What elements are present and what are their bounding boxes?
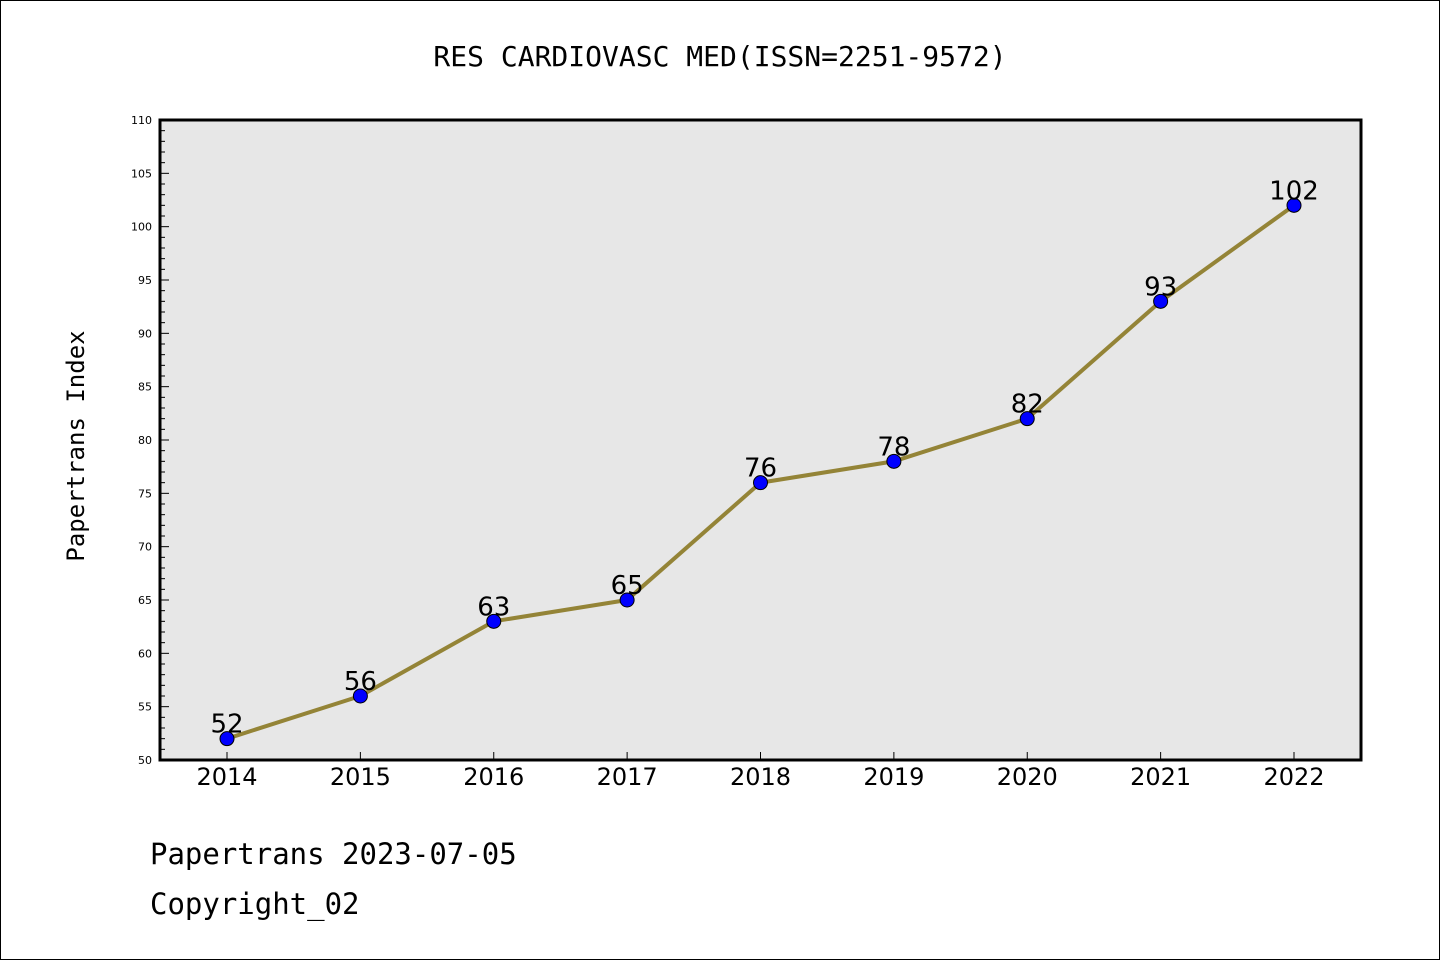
data-point: [753, 475, 768, 491]
data-label: 63: [477, 592, 510, 622]
y-tick-label: 110: [131, 114, 152, 127]
y-tick-label: 70: [138, 541, 152, 554]
y-tick-label: 85: [138, 381, 152, 394]
footer-copyright: Copyright_02: [150, 887, 360, 922]
data-point: [1153, 293, 1169, 309]
data-label: 76: [744, 454, 777, 484]
x-tick-label: 2019: [863, 763, 924, 791]
series-group: 52 56 63 65 76 78 82 93 102: [210, 176, 1319, 747]
y-tick-label: 105: [131, 167, 152, 180]
data-point: [219, 731, 235, 747]
y-tick-label: 60: [138, 647, 152, 660]
data-point: [886, 453, 902, 469]
x-tick-label: 2016: [463, 763, 524, 791]
plot-area: [158, 118, 1363, 762]
y-tick-label: 50: [138, 754, 152, 767]
y-tick-label: 75: [138, 487, 152, 500]
data-point: [486, 613, 502, 629]
data-point: [619, 592, 635, 608]
data-point: [352, 688, 368, 704]
y-tick-label: 80: [138, 434, 152, 447]
data-label: 56: [344, 667, 377, 697]
data-label: 102: [1269, 176, 1319, 206]
x-tick-label: 2020: [997, 763, 1058, 791]
y-axis-ticks: 50 55 60 65 70 75 80 85 90 95 100 105 110: [131, 114, 169, 767]
x-tick-label: 2022: [1263, 763, 1324, 791]
y-tick-label: 100: [131, 221, 152, 234]
data-point: [1019, 411, 1035, 427]
y-tick-label: 65: [138, 594, 152, 607]
data-label: 65: [611, 571, 644, 601]
y-tick-label: 90: [138, 327, 152, 340]
data-label: 82: [1011, 390, 1044, 420]
y-tick-label: 55: [138, 701, 152, 714]
chart-title: RES CARDIOVASC MED(ISSN=2251-9572): [433, 40, 1006, 73]
x-tick-label: 2018: [730, 763, 791, 791]
y-axis-label: Papertrans Index: [62, 330, 90, 561]
y-tick-label: 95: [138, 274, 152, 287]
x-axis-ticks: 2014 2015 2016 2017 2018 2019 2020 2021 2022: [196, 752, 1325, 791]
footer-date: Papertrans 2023-07-05: [150, 837, 517, 871]
x-tick-label: 2021: [1130, 763, 1191, 791]
data-label: 52: [210, 710, 243, 740]
x-tick-label: 2014: [196, 763, 257, 791]
x-tick-label: 2015: [330, 763, 391, 791]
data-point: [1286, 197, 1302, 213]
data-label: 93: [1144, 272, 1177, 302]
x-tick-label: 2017: [597, 763, 658, 791]
data-label: 78: [877, 432, 910, 462]
